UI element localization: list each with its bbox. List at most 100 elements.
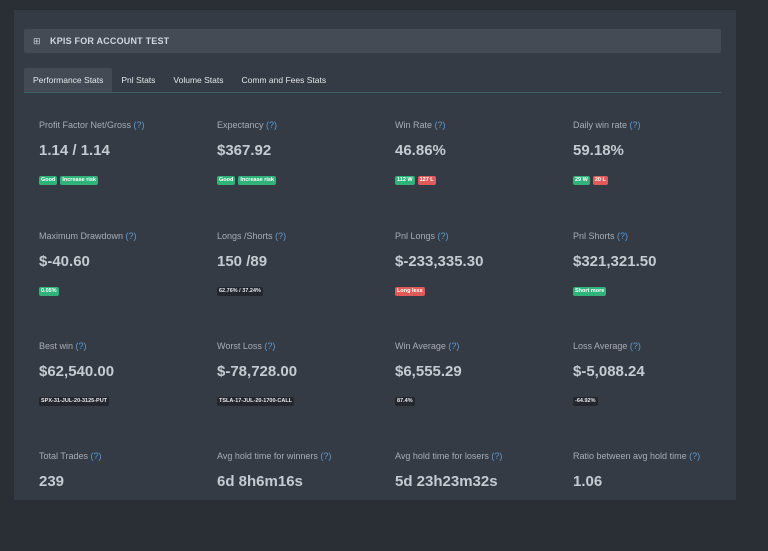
- kpi-label: Longs /Shorts (?): [217, 231, 286, 241]
- kpi-value: $321,321.50: [573, 253, 657, 270]
- kpi-card: Longs /Shorts (?) 150 /89 62.76% / 37.24%: [217, 231, 387, 331]
- help-link[interactable]: (?): [689, 451, 701, 461]
- kpi-value: $62,540.00: [39, 363, 115, 380]
- kpi-card: Win Rate (?) 46.86% 112 W 127 L: [395, 120, 565, 220]
- help-link[interactable]: (?): [434, 120, 446, 130]
- kpi-label-text: Win Rate: [395, 120, 433, 130]
- kpi-value: 239: [39, 473, 65, 490]
- kpi-card: Daily win rate (?) 59.18% 29 W 20 L: [573, 120, 743, 220]
- help-link[interactable]: (?): [125, 231, 137, 241]
- kpi-card: Avg hold time for winners (?) 6d 8h6m16s: [217, 451, 387, 551]
- kpi-label-text: Avg hold time for winners: [217, 451, 318, 461]
- help-link[interactable]: (?): [266, 120, 278, 130]
- help-link[interactable]: (?): [133, 120, 145, 130]
- kpi-value: $-40.60: [39, 253, 90, 270]
- kpi-label: Best win (?): [39, 341, 87, 351]
- status-badge: 29 W: [573, 176, 590, 185]
- help-link[interactable]: (?): [617, 231, 629, 241]
- status-badge: Increase risk: [238, 176, 276, 185]
- panel-header: ⊞ KPIS FOR ACCOUNT TEST: [24, 29, 721, 53]
- kpi-card: Best win (?) $62,540.00 SPX-31-JUL-20-3125…: [39, 341, 209, 441]
- kpi-value: 1.14 / 1.14: [39, 142, 110, 159]
- kpi-card: Loss Average (?) $-5,088.24 -64.92%: [573, 341, 743, 441]
- help-link[interactable]: (?): [320, 451, 332, 461]
- kpi-label-text: Worst Loss: [217, 341, 262, 351]
- kpi-value: 5d 23h23m32s: [395, 473, 498, 490]
- kpi-value: $-78,728.00: [217, 363, 298, 380]
- help-link[interactable]: (?): [437, 231, 449, 241]
- kpi-label-text: Win Average: [395, 341, 446, 351]
- kpi-label: Total Trades (?): [39, 451, 102, 461]
- kpi-label-text: Loss Average: [573, 341, 628, 351]
- kpi-label-text: Total Trades: [39, 451, 89, 461]
- kpi-label-text: Best win: [39, 341, 74, 351]
- kpi-label-text: Ratio between avg hold time: [573, 451, 687, 461]
- help-link[interactable]: (?): [629, 341, 641, 351]
- status-badge: 62.76% / 37.24%: [217, 287, 263, 296]
- kpi-label: Maximum Drawdown (?): [39, 231, 137, 241]
- kpi-value: $-233,335.30: [395, 253, 484, 270]
- kpi-badges: 0.05%: [39, 287, 59, 296]
- kpi-label: Win Rate (?): [395, 120, 446, 130]
- tab-pnl-stats[interactable]: Pnl Stats: [121, 75, 156, 85]
- status-badge: Long less: [395, 287, 425, 296]
- kpi-label: Avg hold time for losers (?): [395, 451, 502, 461]
- kpi-card: Expectancy (?) $367.92 Good Increase risk: [217, 120, 387, 220]
- status-badge: -64.92%: [573, 397, 598, 406]
- kpi-label: Win Average (?): [395, 341, 459, 351]
- kpi-card: Profit Factor Net/Gross (?) 1.14 / 1.14 Go…: [39, 120, 209, 220]
- tab-performance-stats[interactable]: Performance Stats: [24, 68, 113, 92]
- kpi-label-text: Maximum Drawdown: [39, 231, 124, 241]
- help-link[interactable]: (?): [629, 120, 641, 130]
- kpi-badges: Long less: [395, 287, 425, 296]
- help-link[interactable]: (?): [275, 231, 287, 241]
- kpi-value: $-5,088.24: [573, 363, 645, 380]
- status-badge: Increase risk: [60, 176, 98, 185]
- kpi-label: Profit Factor Net/Gross (?): [39, 120, 145, 130]
- kpi-badges: Good Increase risk: [217, 176, 276, 185]
- kpi-label-text: Longs /Shorts: [217, 231, 273, 241]
- kpi-value: 6d 8h6m16s: [217, 473, 303, 490]
- kpi-value: $6,555.29: [395, 363, 462, 380]
- kpi-label-text: Pnl Longs: [395, 231, 436, 241]
- kpi-badges: 112 W 127 L: [395, 176, 436, 185]
- kpi-badges: TSLA-17-JUL-20-1700-CALL: [217, 397, 295, 406]
- status-badge: Good: [217, 176, 236, 185]
- kpi-label: Avg hold time for winners (?): [217, 451, 331, 461]
- table-icon: ⊞: [33, 35, 41, 46]
- status-badge: 127 L: [417, 176, 436, 185]
- kpi-badges: Good Increase risk: [39, 176, 98, 185]
- tab-volume-stats[interactable]: Volume Stats: [173, 75, 224, 85]
- help-link[interactable]: (?): [90, 451, 102, 461]
- kpi-card: Worst Loss (?) $-78,728.00 TSLA-17-JUL-20-…: [217, 341, 387, 441]
- kpi-label-text: Pnl Shorts: [573, 231, 615, 241]
- kpi-value: 1.06: [573, 473, 603, 490]
- kpi-label: Daily win rate (?): [573, 120, 641, 130]
- status-badge: 20 L: [592, 176, 608, 185]
- kpi-value: 59.18%: [573, 142, 624, 159]
- kpi-card: Total Trades (?) 239: [39, 451, 209, 551]
- kpi-badges: 87.4%: [395, 397, 415, 406]
- help-link[interactable]: (?): [491, 451, 503, 461]
- kpi-label-text: Daily win rate: [573, 120, 628, 130]
- status-badge: Good: [39, 176, 58, 185]
- help-link[interactable]: (?): [75, 341, 87, 351]
- help-link[interactable]: (?): [448, 341, 460, 351]
- status-badge: 0.05%: [39, 287, 59, 296]
- kpi-card: Maximum Drawdown (?) $-40.60 0.05%: [39, 231, 209, 331]
- status-badge: Short more: [573, 287, 607, 296]
- kpi-label: Loss Average (?): [573, 341, 641, 351]
- kpi-card: Pnl Shorts (?) $321,321.50 Short more: [573, 231, 743, 331]
- kpi-badges: 29 W 20 L: [573, 176, 608, 185]
- kpi-value: 46.86%: [395, 142, 446, 159]
- kpi-badges: -64.92%: [573, 397, 598, 406]
- tab-comm-fees-stats[interactable]: Comm and Fees Stats: [241, 75, 327, 85]
- kpi-label-text: Avg hold time for losers: [395, 451, 489, 461]
- kpi-label: Pnl Shorts (?): [573, 231, 628, 241]
- panel-title: KPIS FOR ACCOUNT TEST: [50, 36, 170, 46]
- status-badge: SPX-31-JUL-20-3125-PUT: [39, 397, 110, 406]
- status-badge: 87.4%: [395, 397, 415, 406]
- kpi-panel: ⊞ KPIS FOR ACCOUNT TEST Performance Stat…: [14, 10, 736, 500]
- kpi-value: 150 /89: [217, 253, 268, 270]
- help-link[interactable]: (?): [264, 341, 276, 351]
